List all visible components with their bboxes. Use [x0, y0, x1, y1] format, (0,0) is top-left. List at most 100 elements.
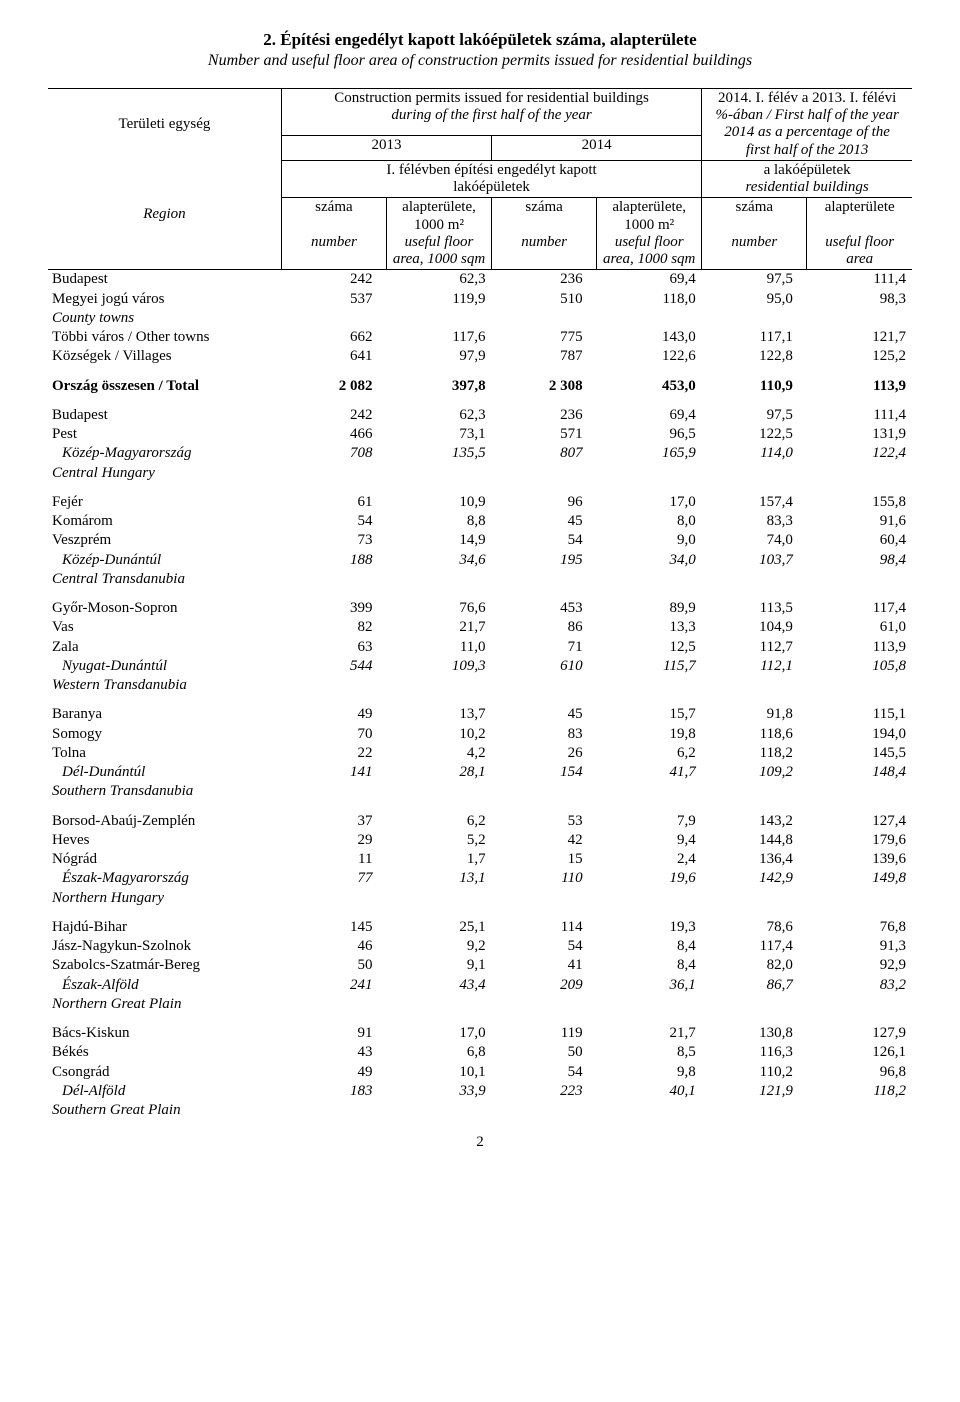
cell: 209 — [492, 976, 597, 995]
row-label: Pest — [48, 425, 281, 444]
row-label: Northern Hungary — [48, 889, 281, 908]
cell: 119 — [492, 1024, 597, 1043]
cell — [386, 309, 491, 328]
cell: 144,8 — [702, 831, 807, 850]
cell: 6,8 — [386, 1043, 491, 1062]
cell: 86 — [492, 618, 597, 637]
cell: 126,1 — [807, 1043, 912, 1062]
table-row: Somogy7010,28319,8118,6194,0 — [48, 725, 912, 744]
cell: 54 — [492, 937, 597, 956]
cell: 2 082 — [281, 377, 386, 396]
cell — [597, 570, 702, 589]
row-label: Közép-Dunántúl — [48, 551, 281, 570]
cell — [807, 995, 912, 1014]
table-row: Észak-Magyarország7713,111019,6142,9149,… — [48, 869, 912, 888]
cell: 641 — [281, 347, 386, 366]
header-y2014: 2014 — [582, 137, 612, 153]
table-row: Hajdú-Bihar14525,111419,378,676,8 — [48, 918, 912, 937]
table-row — [48, 802, 912, 812]
cell: 9,8 — [597, 1063, 702, 1082]
table-row: Községek / Villages64197,9787122,6122,81… — [48, 347, 912, 366]
cell: 15 — [492, 850, 597, 869]
table-row: Southern Transdanubia — [48, 782, 912, 801]
header-region: Region — [143, 206, 186, 222]
cell: 111,4 — [807, 406, 912, 425]
table-row: Nyugat-Dunántúl544109,3610115,7112,1105,… — [48, 657, 912, 676]
cell: 22 — [281, 744, 386, 763]
header-pct-2: %-ában / First half of the year — [715, 107, 898, 123]
row-label: Heves — [48, 831, 281, 850]
row-label: Többi város / Other towns — [48, 328, 281, 347]
page-subtitle: Number and useful floor area of construc… — [48, 52, 912, 70]
cell: 62,3 — [386, 406, 491, 425]
row-label: Central Hungary — [48, 464, 281, 483]
cell: 236 — [492, 406, 597, 425]
cell — [281, 570, 386, 589]
cell: 149,8 — [807, 869, 912, 888]
row-label: Nyugat-Dunántúl — [48, 657, 281, 676]
cell: 71 — [492, 638, 597, 657]
cell: 98,3 — [807, 290, 912, 309]
cell: 241 — [281, 976, 386, 995]
table-row: Bács-Kiskun9117,011921,7130,8127,9 — [48, 1024, 912, 1043]
cell: 110,9 — [702, 377, 807, 396]
table-row: Pest46673,157196,5122,5131,9 — [48, 425, 912, 444]
cell: 662 — [281, 328, 386, 347]
cell: 112,7 — [702, 638, 807, 657]
cell — [807, 1101, 912, 1120]
cell: 236 — [492, 270, 597, 290]
cell: 83,3 — [702, 512, 807, 531]
cell — [702, 309, 807, 328]
cell: 63 — [281, 638, 386, 657]
cell: 49 — [281, 1063, 386, 1082]
cell — [492, 464, 597, 483]
table-row: Central Transdanubia — [48, 570, 912, 589]
cell: 50 — [492, 1043, 597, 1062]
row-label: Észak-Magyarország — [48, 869, 281, 888]
cell: 165,9 — [597, 444, 702, 463]
table-row: Győr-Moson-Sopron39976,645389,9113,5117,… — [48, 599, 912, 618]
cell: 131,9 — [807, 425, 912, 444]
header-pct-4: first half of the 2013 — [746, 142, 869, 158]
cell: 610 — [492, 657, 597, 676]
cell — [492, 889, 597, 908]
table-row — [48, 483, 912, 493]
page-number: 2 — [48, 1134, 912, 1151]
header-issued-hu: Construction permits issued for resident… — [334, 90, 649, 106]
table-row — [48, 908, 912, 918]
cell: 117,4 — [807, 599, 912, 618]
cell: 117,4 — [702, 937, 807, 956]
cell: 127,9 — [807, 1024, 912, 1043]
cell — [492, 676, 597, 695]
header-span-right-hu: a lakóépületek — [764, 162, 851, 178]
cell: 14,9 — [386, 531, 491, 550]
cell: 25,1 — [386, 918, 491, 937]
cell — [281, 1101, 386, 1120]
cell — [386, 464, 491, 483]
data-table: Területi egység Construction permits iss… — [48, 88, 912, 1121]
cell: 12,5 — [597, 638, 702, 657]
row-label: Hajdú-Bihar — [48, 918, 281, 937]
row-label: Baranya — [48, 705, 281, 724]
cell — [807, 676, 912, 695]
cell: 139,6 — [807, 850, 912, 869]
table-row: Veszprém7314,9549,074,060,4 — [48, 531, 912, 550]
cell: 42 — [492, 831, 597, 850]
cell: 95,0 — [702, 290, 807, 309]
cell: 45 — [492, 512, 597, 531]
cell: 195 — [492, 551, 597, 570]
cell: 118,6 — [702, 725, 807, 744]
cell: 109,2 — [702, 763, 807, 782]
cell — [597, 676, 702, 695]
h-szama-3: száma — [736, 199, 773, 215]
cell: 113,9 — [807, 638, 912, 657]
cell: 6,2 — [597, 744, 702, 763]
table-row: Észak-Alföld24143,420936,186,783,2 — [48, 976, 912, 995]
cell: 112,1 — [702, 657, 807, 676]
table-row: Borsod-Abaúj-Zemplén376,2537,9143,2127,4 — [48, 812, 912, 831]
row-label: Budapest — [48, 406, 281, 425]
h-alap-1: alapterülete, — [402, 199, 476, 215]
cell: 9,1 — [386, 956, 491, 975]
h-number-2: number — [521, 234, 567, 250]
row-label: Dél-Alföld — [48, 1082, 281, 1101]
